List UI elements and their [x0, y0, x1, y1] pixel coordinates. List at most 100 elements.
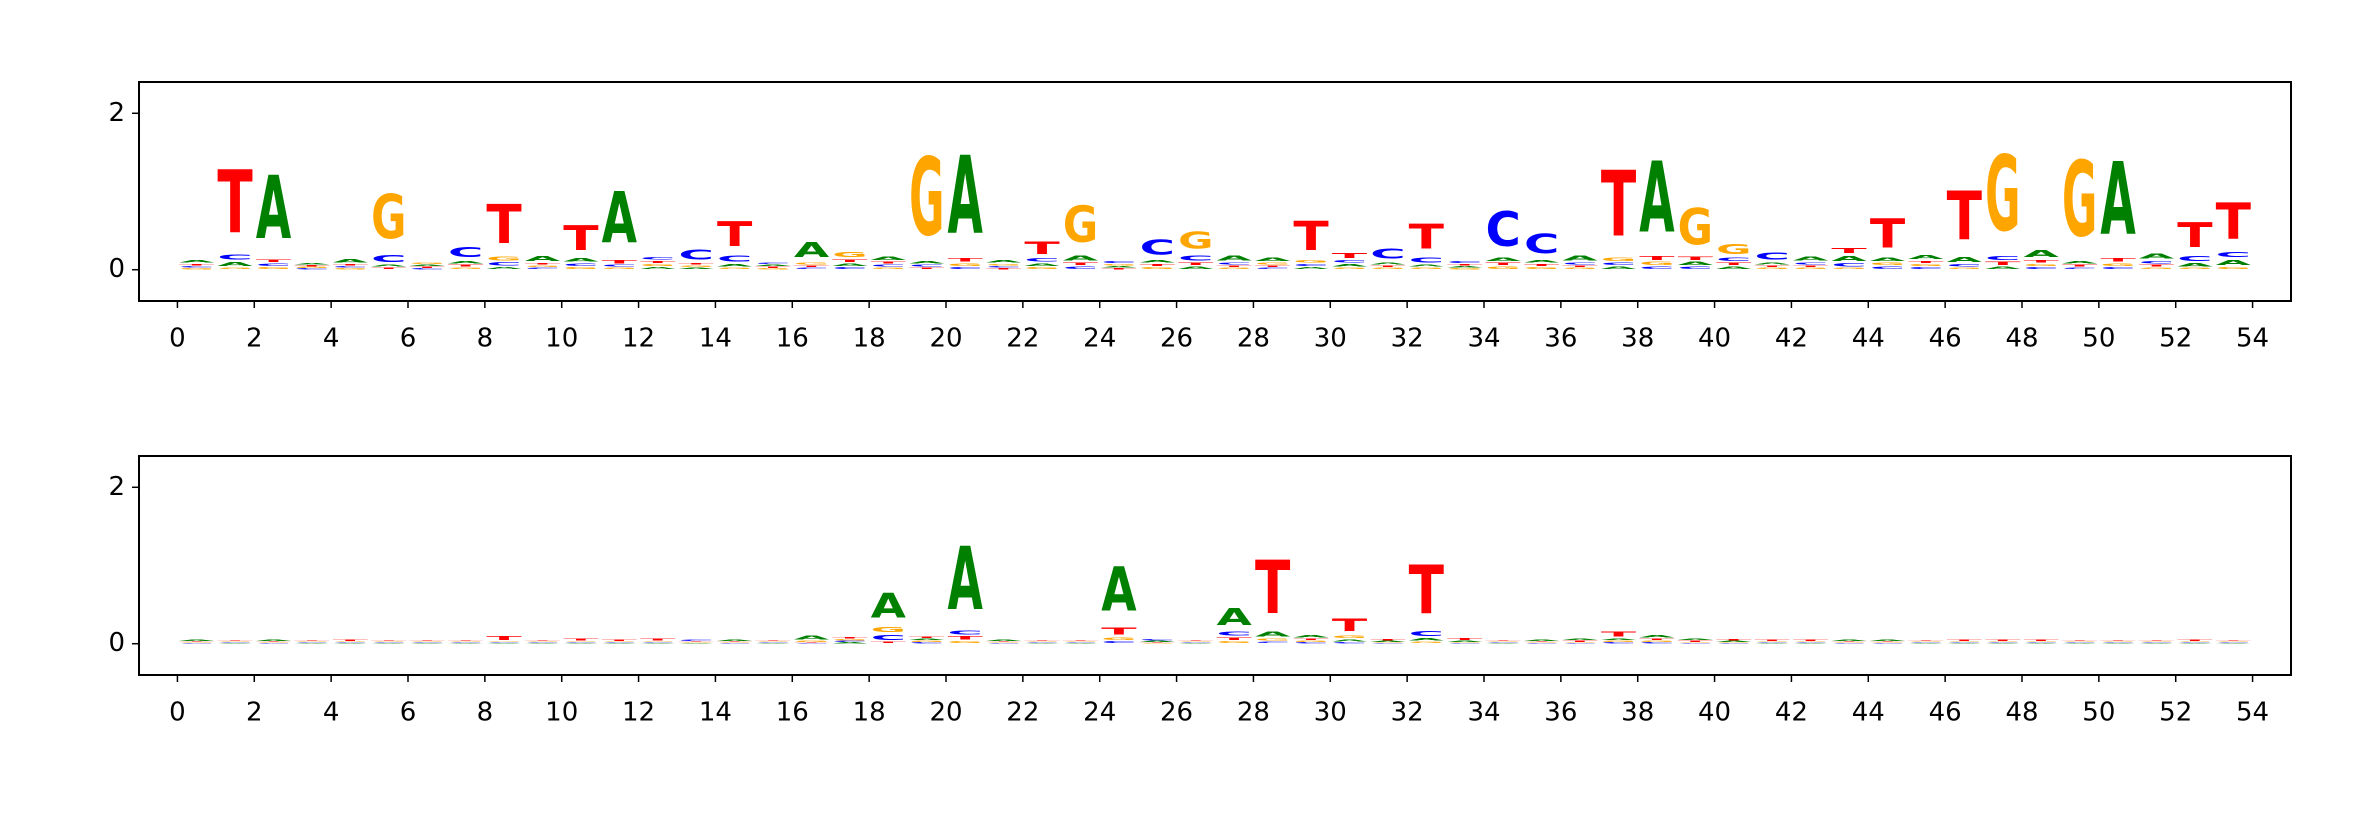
logo-letter: A: [1293, 634, 1328, 638]
logo-letter: G: [256, 642, 291, 643]
logo-letter: C: [2139, 260, 2174, 264]
x-tick-label: 40: [1698, 324, 1731, 354]
logo-letter: A: [602, 178, 637, 260]
y-tick-label: 0: [108, 254, 125, 284]
logo-letter: A: [2062, 643, 2097, 644]
x-tick-label: 28: [1237, 324, 1270, 354]
logo-letter: A: [1255, 630, 1291, 638]
x-tick-label: 20: [929, 324, 962, 354]
logo-letter: A: [525, 643, 560, 644]
logo-letter: G: [563, 641, 598, 642]
logo-letter: G: [1947, 267, 1982, 269]
logo-letter: G: [1562, 642, 1597, 643]
logo-letter: T: [1908, 641, 1943, 642]
logo-letter: A: [486, 267, 521, 270]
logo-letter: A: [371, 643, 406, 644]
logo-letter: C: [1678, 266, 1713, 270]
logo-letter: C: [1332, 260, 1367, 264]
x-tick-label: 32: [1391, 698, 1424, 728]
logo-letter: G: [1678, 642, 1713, 643]
logo-letter: T: [2024, 260, 2059, 264]
logo-letters: CGTAACGTCGTAACGTACGTACGTACGTACGTACGTACGT…: [179, 530, 2251, 644]
logo-letter: A: [1831, 640, 1866, 642]
logo-letter: C: [2100, 267, 2135, 270]
logo-letter: C: [1332, 642, 1367, 644]
logo-letter: G: [1601, 641, 1636, 643]
x-tick-label: 36: [1544, 324, 1577, 354]
logo-letter: A: [1101, 554, 1137, 625]
logo-letter: A: [1486, 643, 1521, 644]
logo-letter: A: [1678, 638, 1713, 640]
logo-letter: A: [909, 260, 944, 264]
logo-letter: T: [2100, 641, 2135, 642]
x-tick-label: 22: [1006, 698, 1039, 728]
x-tick-label: 12: [622, 324, 655, 354]
logo-letter: C: [1486, 204, 1521, 258]
logo-letter: A: [256, 640, 291, 642]
logo-letter: C: [448, 245, 483, 261]
logo-letter: A: [448, 643, 483, 644]
logo-letter: C: [256, 263, 291, 267]
logo-letter: A: [1831, 255, 1867, 263]
logo-letter: A: [2139, 253, 2175, 261]
logo-letter: C: [1678, 643, 1713, 644]
logo-letter: C: [871, 264, 906, 267]
logo-letter: C: [948, 630, 983, 636]
logo-letter: C: [217, 642, 252, 643]
x-tick-label: 2: [246, 324, 263, 354]
logo-letter: G: [1601, 257, 1636, 262]
logo-letter: A: [410, 264, 445, 266]
logo-letter: G: [1178, 641, 1213, 642]
x-tick-label: 28: [1237, 698, 1270, 728]
x-tick-label: 6: [400, 324, 417, 354]
logo-letter: T: [1217, 637, 1252, 641]
x-tick-label: 54: [2236, 324, 2269, 354]
logo-letter: C: [679, 640, 714, 642]
logo-letter: C: [525, 642, 560, 643]
logo-letter: C: [2100, 642, 2135, 643]
x-tick-label: 8: [477, 698, 494, 728]
logo-letter: T: [1716, 262, 1751, 266]
logo-letter: T: [1639, 255, 1674, 261]
logo-letter: A: [1332, 263, 1367, 267]
logo-letter: T: [640, 260, 675, 263]
logo-letter: G: [832, 639, 867, 641]
logo-letter: T: [602, 640, 637, 642]
logo-letter: G: [1063, 641, 1098, 642]
logo-letter: A: [179, 260, 214, 264]
logo-letter: A: [2100, 143, 2135, 259]
logo-letter: A: [1562, 638, 1597, 640]
logo-letter: G: [179, 642, 214, 643]
logo-letter: G: [602, 267, 637, 269]
logo-letter: G: [1409, 641, 1444, 643]
logo-letter: G: [1716, 642, 1751, 643]
logo-letter: A: [1716, 641, 1751, 643]
logo-letter: C: [1101, 641, 1136, 644]
logo-letter: G: [640, 264, 675, 267]
logo-letter: C: [1178, 642, 1213, 643]
logo-letter: A: [1524, 260, 1559, 264]
logo-letter: T: [2139, 264, 2174, 267]
logo-letter: G: [2216, 641, 2251, 642]
logo-letter: T: [1908, 260, 1943, 263]
x-tick-label: 52: [2159, 324, 2192, 354]
logo-letter: G: [1101, 264, 1136, 266]
axes-frame: [138, 81, 2292, 302]
logo-letter: A: [717, 639, 752, 641]
logo-letter: C: [179, 643, 214, 644]
logo-letter: A: [294, 643, 329, 644]
logo-letter: G: [1486, 266, 1521, 270]
logo-letter: T: [794, 265, 829, 267]
logo-letter: T: [256, 641, 291, 642]
x-tick-label: 34: [1467, 324, 1500, 354]
logo-letter: G: [602, 641, 637, 642]
logo-letter: C: [2216, 251, 2251, 259]
logo-letter: C: [410, 268, 445, 270]
logo-letter: T: [1831, 247, 1866, 255]
x-tick-label: 22: [1006, 324, 1039, 354]
logo-letter: T: [871, 261, 906, 264]
logo-letter: A: [1755, 643, 1790, 644]
logo-letter: G: [1793, 641, 1828, 642]
logo-letter: G: [1370, 642, 1405, 643]
logo-letter: C: [2177, 642, 2212, 643]
